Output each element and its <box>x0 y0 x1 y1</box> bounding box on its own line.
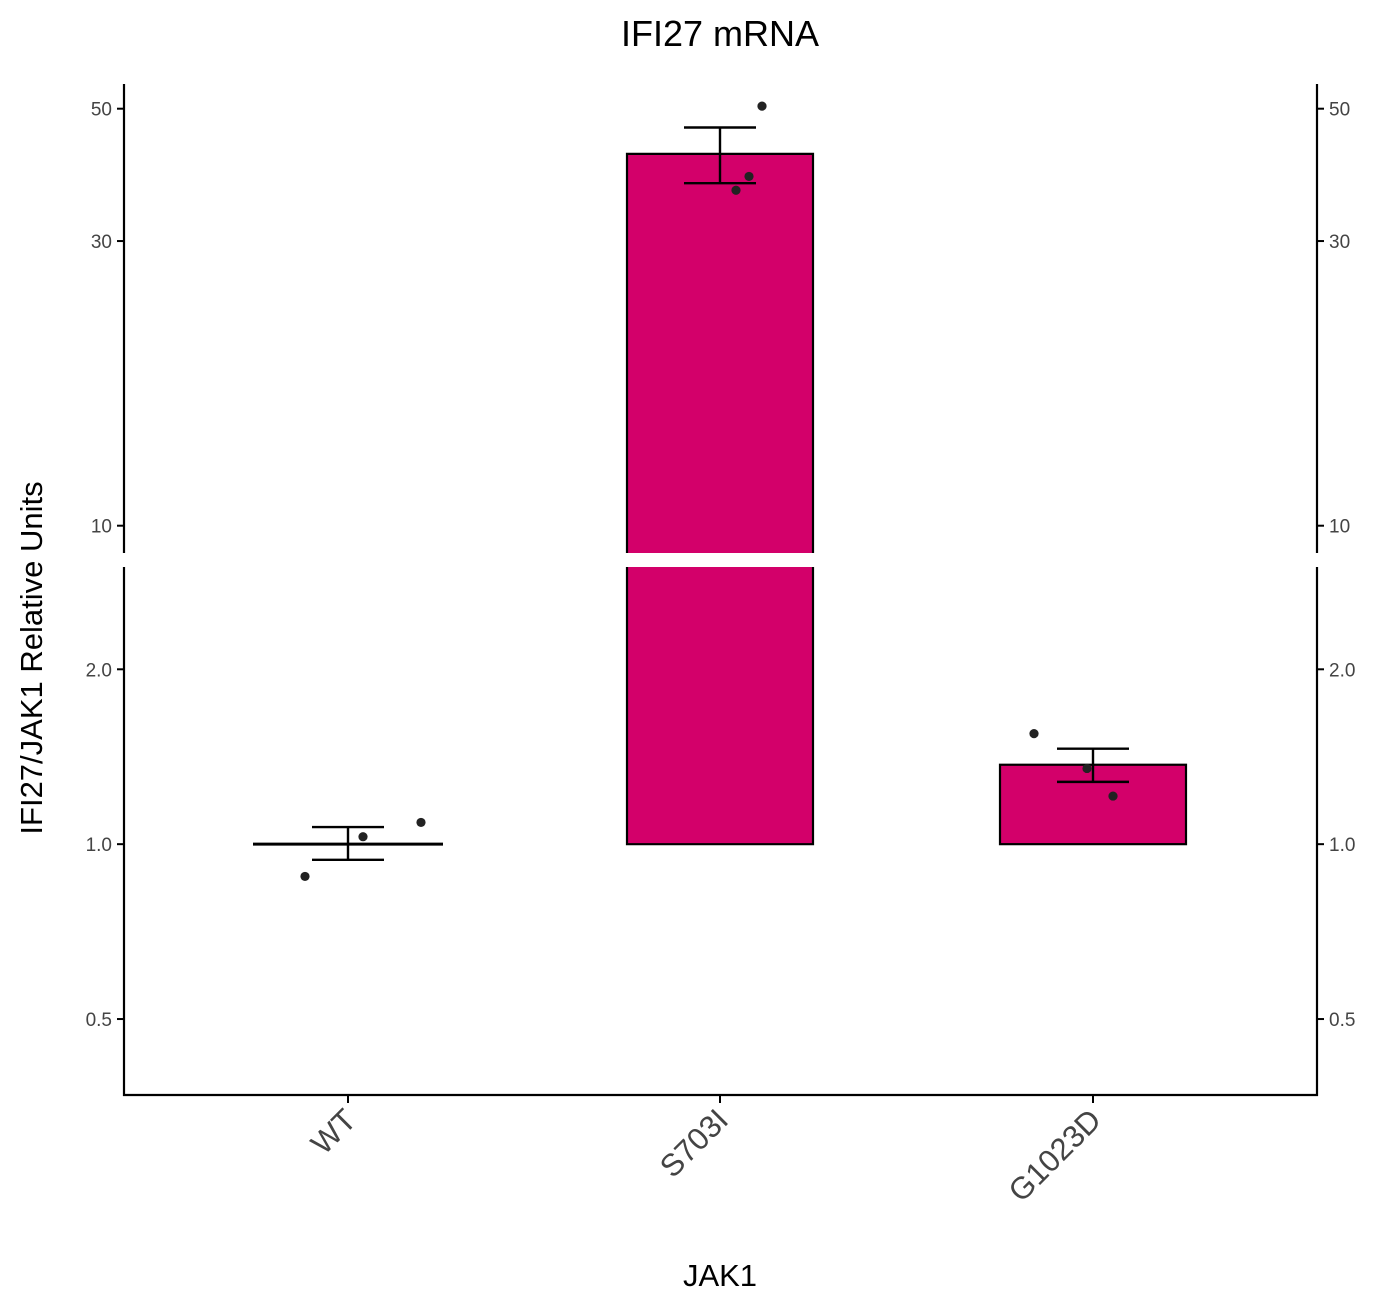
left-y-tick-label: 50 <box>91 100 112 121</box>
error-bar-S703I <box>684 126 756 185</box>
right-y-tick-label: 2.0 <box>1329 660 1355 681</box>
data-point-WT <box>300 871 310 882</box>
data-point-S703I <box>744 171 754 182</box>
x-ticks: WT S703I G1023D <box>304 1095 1108 1209</box>
error-bar-WT <box>312 825 384 861</box>
data-point-S703I <box>757 101 767 111</box>
bar-upper-fill <box>627 153 813 553</box>
y-ticks: 0.5 0.5 1.0 1.0 2.0 2.0 10 10 30 30 50 50 <box>86 100 1356 1031</box>
data-point-G1023D <box>1082 763 1092 774</box>
data-point-WT <box>358 832 368 842</box>
left-y-tick-label: 2.0 <box>86 660 112 681</box>
error-bar-G1023D <box>1057 747 1129 784</box>
bar-S703I <box>625 152 815 846</box>
x-tick-label-S703I: S703I <box>653 1102 735 1184</box>
data-point-G1023D <box>1108 791 1118 801</box>
x-axis-title: JAK1 <box>683 1258 757 1293</box>
bar-lower-edge <box>625 567 815 846</box>
chart-title: IFI27 mRNA <box>621 13 819 54</box>
data-point-G1023D <box>1029 728 1039 739</box>
bar-lower-fill <box>627 567 813 845</box>
left-y-tick-label: 0.5 <box>86 1010 112 1031</box>
left-y-tick-label: 30 <box>91 232 112 253</box>
data-point-S703I <box>731 185 741 195</box>
data-points <box>300 101 1118 882</box>
right-y-tick-label: 10 <box>1329 517 1350 538</box>
right-y-tick-label: 1.0 <box>1329 835 1355 856</box>
bars <box>253 152 1188 846</box>
right-y-tick-label: 0.5 <box>1329 1010 1355 1031</box>
left-y-tick-label: 1.0 <box>86 835 112 856</box>
y-axis-title: IFI27/JAK1 Relative Units <box>14 481 49 834</box>
data-point-WT <box>416 817 426 828</box>
x-tick-label-WT: WT <box>304 1102 363 1161</box>
right-y-tick-label: 50 <box>1329 100 1350 121</box>
left-y-tick-label: 10 <box>91 517 112 538</box>
error-bars <box>312 126 1129 861</box>
right-y-tick-label: 30 <box>1329 232 1350 253</box>
x-tick-label-G1023D: G1023D <box>1002 1102 1108 1208</box>
